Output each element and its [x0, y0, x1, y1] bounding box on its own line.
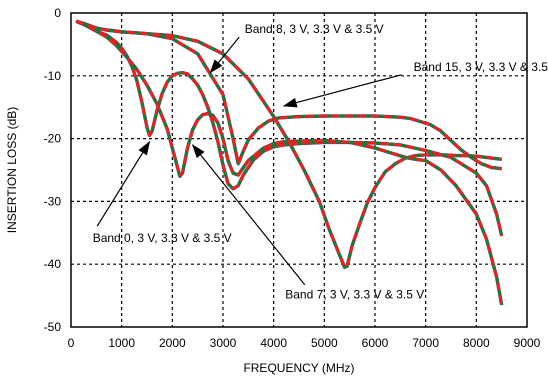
- y-tick-label: 0: [54, 6, 61, 20]
- x-tick-label: 4000: [260, 336, 287, 350]
- series-group: [75, 19, 504, 306]
- x-tick-label: 2000: [159, 336, 186, 350]
- plot-frame: [70, 12, 528, 328]
- annotation-label: Band 15, 3 V, 3.3 V & 3.5 V: [414, 60, 548, 74]
- x-tick-label: 7000: [412, 336, 439, 350]
- annotation-arrow: [282, 74, 402, 108]
- y-tick-label: -40: [44, 257, 62, 271]
- annotations: Band 8, 3 V, 3.3 V & 3.5 V Band 15, 3 V, …: [93, 22, 548, 302]
- tick-labels: 0 1000 2000 3000 4000 5000 6000 7000 8000 9000 0 -1…: [44, 6, 541, 350]
- y-axis-title: INSERTION LOSS (dB): [5, 107, 19, 233]
- band-0-trace-3v5: [75, 19, 504, 237]
- x-tick-label: 5000: [311, 336, 338, 350]
- band-7-trace-3v5: [75, 19, 504, 306]
- x-tick-label: 3000: [210, 336, 237, 350]
- annotation-arrow: [191, 144, 306, 286]
- annotation-label: Band 0, 3 V, 3.3 V & 3.5 V: [93, 231, 232, 245]
- y-tick-label: -20: [44, 132, 62, 146]
- annotation-arrow: [96, 140, 151, 227]
- x-tick-label: 6000: [362, 336, 389, 350]
- annotation-arrow: [209, 36, 240, 74]
- y-tick-label: -50: [44, 320, 62, 334]
- y-tick-label: -30: [44, 194, 62, 208]
- x-axis-title: FREQUENCY (MHz): [243, 361, 354, 375]
- x-tick-label: 9000: [514, 336, 541, 350]
- y-tick-label: -10: [44, 69, 62, 83]
- x-tick-label: 1000: [108, 336, 135, 350]
- band-15-trace-3v5: [75, 19, 502, 269]
- band-8-trace-3v5: [75, 19, 502, 171]
- annotation-label: Band 7, 3 V, 3.3 V & 3.5 V: [285, 288, 424, 302]
- x-tick-label: 0: [68, 336, 75, 350]
- x-tick-label: 8000: [463, 336, 490, 350]
- annotation-label: Band 8, 3 V, 3.3 V & 3.5 V: [245, 22, 384, 36]
